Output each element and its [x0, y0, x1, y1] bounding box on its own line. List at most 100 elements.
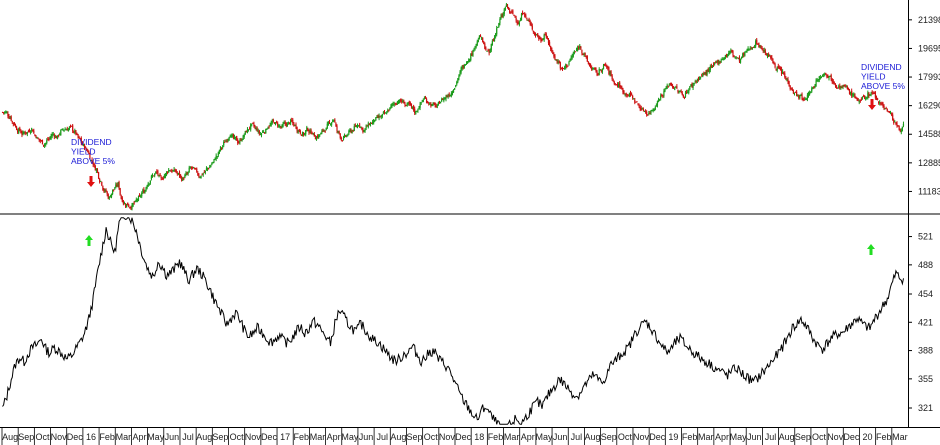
x-axis-tick-label: Dec — [843, 432, 860, 442]
candle-body — [203, 172, 205, 174]
x-axis-tick-label: Feb — [876, 432, 892, 442]
candle-body — [652, 109, 654, 111]
candle-body — [26, 131, 28, 134]
candle-body — [834, 85, 837, 87]
candle-body — [721, 59, 723, 61]
candle-body — [682, 94, 684, 98]
candle-body — [701, 75, 703, 77]
x-axis-tick-label: Jul — [571, 432, 583, 442]
candle-body — [429, 103, 431, 105]
candle-body — [432, 103, 434, 106]
candle-body — [545, 34, 547, 38]
candle-body — [428, 102, 430, 104]
candle-body — [778, 67, 780, 69]
candle-body — [564, 66, 566, 69]
candle-body — [31, 128, 33, 131]
candle-body — [816, 79, 818, 81]
candle-body — [468, 60, 470, 62]
candle-body — [193, 168, 196, 170]
candle-body — [337, 131, 339, 133]
candle-body — [513, 14, 515, 16]
candle-body — [578, 46, 580, 49]
candle-body — [70, 125, 73, 127]
candle-body — [185, 173, 187, 176]
candle-body — [378, 115, 380, 118]
x-axis-tick-label: Aug — [585, 432, 601, 442]
candle-body — [254, 126, 256, 128]
indicator-line — [2, 217, 904, 426]
candle-body — [383, 111, 386, 114]
candle-body — [738, 57, 741, 62]
candle-body — [622, 88, 624, 93]
candle-body — [347, 134, 349, 136]
candle-body — [416, 111, 418, 113]
candle-body — [611, 75, 613, 80]
indicator-y-tick-label: 521 — [918, 232, 933, 242]
candle-body — [160, 176, 162, 179]
candle-body — [710, 65, 713, 67]
candle-body — [353, 126, 355, 131]
candle-body — [135, 199, 137, 202]
candle-body — [574, 51, 577, 53]
candle-body — [507, 7, 510, 10]
candle-body — [128, 205, 130, 208]
candle-body — [694, 81, 696, 83]
candle-body — [133, 202, 135, 204]
candle-body — [859, 100, 861, 102]
candle-body — [684, 92, 687, 97]
candle-body — [300, 134, 303, 136]
candle-body — [525, 15, 527, 17]
indicator-y-tick-label: 454 — [918, 289, 933, 299]
candle-body — [489, 48, 491, 53]
candle-body — [244, 130, 246, 134]
candle-body — [734, 56, 736, 58]
candle-body — [391, 103, 393, 107]
candle-body — [548, 41, 551, 46]
candle-body — [571, 55, 573, 58]
x-axis-tick-label: Sep — [18, 432, 34, 442]
candle-body — [41, 139, 44, 145]
candle-body — [214, 159, 216, 161]
candle-body — [59, 133, 61, 135]
candle-body — [875, 96, 878, 99]
candle-body — [149, 180, 151, 184]
candle-body — [693, 83, 695, 85]
candle-body — [106, 191, 108, 195]
x-axis-tick-label: Jun — [747, 432, 762, 442]
candle-body — [228, 137, 230, 140]
candle-body — [801, 94, 803, 100]
candle-body — [100, 180, 102, 182]
candle-body — [17, 130, 19, 133]
candle-body — [807, 93, 810, 96]
candle-body — [594, 68, 596, 70]
candle-body — [633, 98, 635, 100]
candle-body — [885, 108, 887, 110]
candle-body — [900, 130, 902, 133]
indicator-y-tick-label: 388 — [918, 346, 933, 356]
candle-body — [278, 125, 280, 127]
candle-body — [516, 21, 518, 24]
candle-body — [333, 119, 335, 122]
candle-body — [692, 84, 694, 88]
candle-body — [361, 127, 363, 129]
candle-body — [240, 139, 242, 141]
candle-body — [808, 92, 811, 95]
candle-body — [641, 108, 643, 110]
candle-body — [558, 61, 560, 64]
candle-body — [573, 51, 575, 54]
candle-body — [851, 90, 853, 96]
candle-body — [386, 113, 388, 115]
candle-body — [849, 91, 852, 95]
candle-body — [746, 50, 748, 52]
indicator-panel: 321 355 388 421 454 488 521 — [2, 217, 933, 426]
candle-body — [236, 136, 238, 141]
indicator-y-tick-label: 488 — [918, 260, 933, 270]
candle-body — [702, 73, 704, 77]
candle-body — [817, 79, 819, 81]
candle-body — [496, 28, 498, 35]
candle-body — [343, 134, 346, 138]
candle-body — [708, 68, 710, 73]
candle-body — [33, 130, 35, 134]
price-panel: 11183 12885 14588 16290 17993 19695 21398 DIVID… — [1, 2, 940, 211]
candle-body — [42, 144, 45, 146]
